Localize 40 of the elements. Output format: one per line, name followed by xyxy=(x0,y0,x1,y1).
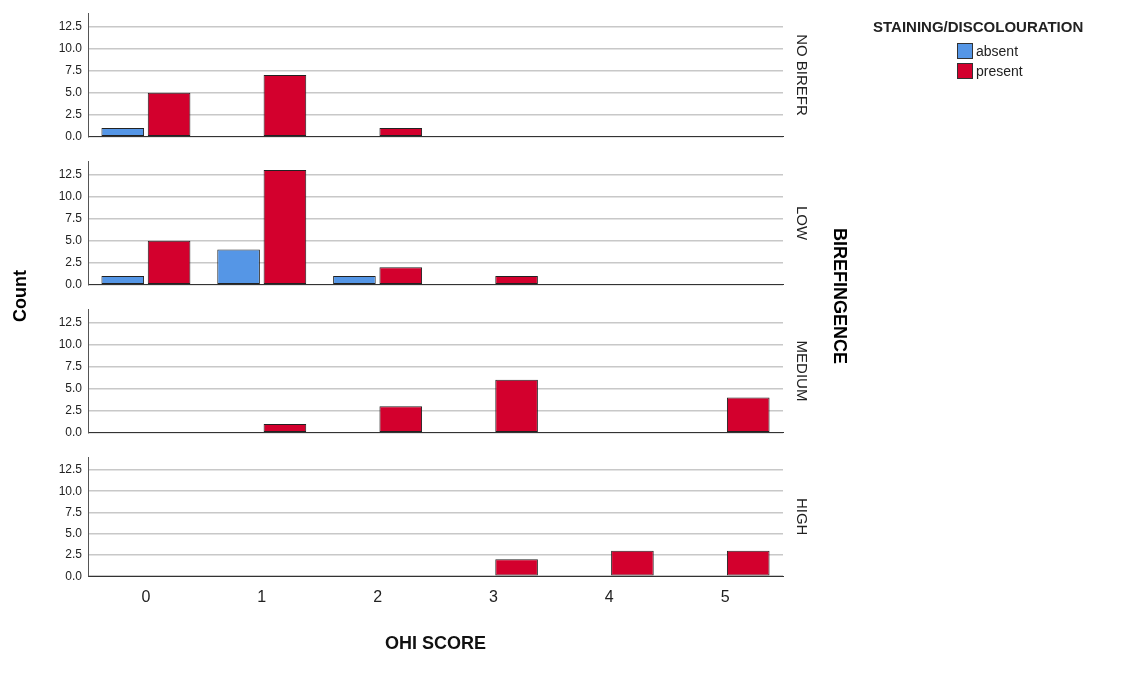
y-axis-title: Count xyxy=(10,270,31,322)
y-tick-label: 10.0 xyxy=(58,336,83,351)
y-tick-label: 7.5 xyxy=(65,358,83,373)
y-tick-label: 5.0 xyxy=(65,84,83,99)
y-tick-label: 12.5 xyxy=(58,462,83,477)
x-tick-label: 5 xyxy=(720,588,730,606)
y-tick-label: 12.5 xyxy=(58,314,83,329)
y-tick-label: 2.5 xyxy=(65,255,83,270)
text: BIREFINGENCE xyxy=(829,228,850,365)
y-tick-label: 5.0 xyxy=(65,526,83,541)
y2-axis-title: NO BIREFR xyxy=(793,34,811,116)
x-tick-label: 0 xyxy=(141,588,151,606)
x-axis-title: OHI SCORE xyxy=(384,633,487,654)
y2-axis-title: HIGH xyxy=(793,497,811,536)
y-tick-label: 10.0 xyxy=(58,40,83,55)
x-tick-label: 3 xyxy=(488,588,498,606)
y-tick-label: 10.0 xyxy=(58,483,83,498)
x-tick-label: 1 xyxy=(257,588,267,606)
y-tick-label: 7.5 xyxy=(65,62,83,77)
y-tick-label: 0.0 xyxy=(65,425,83,440)
y-tick-label: 10.0 xyxy=(58,188,83,203)
y-tick-label: 7.5 xyxy=(65,210,83,225)
y-tick-label: 0.0 xyxy=(65,129,83,144)
legend-title: STAINING/DISCOLOURATION xyxy=(873,18,1084,35)
legend-label: present xyxy=(976,63,1023,79)
x-tick-label: 4 xyxy=(604,588,614,606)
y-tick-label: 5.0 xyxy=(65,232,83,247)
y-tick-label: 2.5 xyxy=(65,107,83,122)
y-tick-label: 0.0 xyxy=(65,568,83,583)
y-tick-label: 7.5 xyxy=(65,504,83,519)
x-tick-label: 2 xyxy=(373,588,383,606)
y-tick-label: 2.5 xyxy=(65,547,83,562)
y-tick-label: 12.5 xyxy=(58,166,83,181)
y-tick-label: 5.0 xyxy=(65,380,83,395)
y2-axis-title: MEDIUM xyxy=(793,340,811,402)
legend-label: absent xyxy=(976,43,1019,59)
y-tick-label: 0.0 xyxy=(65,277,83,292)
y2-axis-title: LOW xyxy=(793,205,811,241)
y-tick-label: 2.5 xyxy=(65,403,83,418)
y-tick-label: 12.5 xyxy=(58,18,83,33)
